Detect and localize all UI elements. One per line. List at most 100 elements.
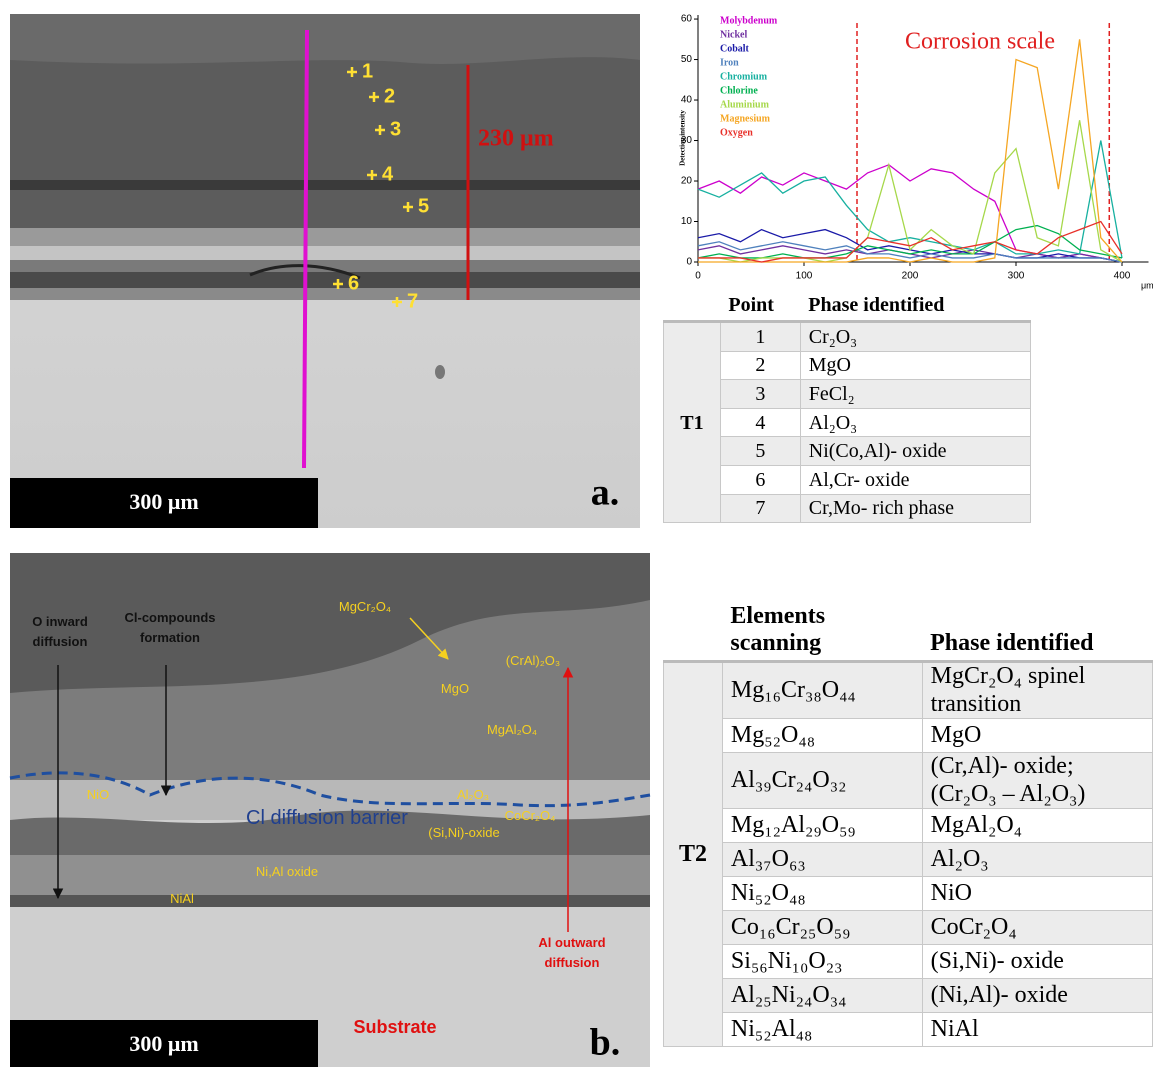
micrograph-label: O inward diffusion [10, 612, 110, 652]
table-cell: (Si,Ni)- oxide [922, 945, 1152, 979]
header-cell [664, 290, 721, 322]
series-line [698, 222, 1122, 262]
legend-entry: Magnesium [720, 113, 771, 124]
table-row: Al₂₅Ni₂₄O₃₄(Ni,Al)- oxide [664, 979, 1153, 1013]
table-cell: MgCr₂O₄ spinel transition [922, 662, 1152, 719]
legend-entry: Aluminium [720, 99, 770, 110]
y-tick-label: 10 [681, 216, 693, 227]
y-tick-label: 60 [681, 14, 693, 25]
table-cell: Ni₅₂O₄₈ [722, 877, 922, 911]
table-cell: Cr₂O₃ [800, 322, 1030, 352]
point-label: 7 [407, 290, 418, 312]
chart-annotation: Corrosion scale [905, 29, 1055, 55]
point-label: 5 [418, 195, 429, 217]
table-cell: MgAl₂O₄ [922, 809, 1152, 843]
micrograph-label: MgCr₂O₄ [320, 597, 410, 617]
x-tick-label: 200 [902, 271, 919, 282]
table-cell: Al₃₇O₆₃ [722, 843, 922, 877]
micrograph-label: Cl diffusion barrier [227, 803, 427, 834]
point-label: 1 [362, 60, 373, 82]
header-cell: Phase identified [800, 290, 1030, 322]
x-tick-label: 100 [796, 271, 813, 282]
series-line [698, 120, 1122, 262]
table-cell: Al₂O₃ [922, 843, 1152, 877]
x-tick-label: 300 [1008, 271, 1025, 282]
table-cell: 5 [720, 437, 800, 466]
group-cell: T2 [664, 662, 723, 1047]
micrograph-label: NiO [73, 785, 123, 805]
table-cell: Al₃₉Cr₂₄O₃₂ [722, 753, 922, 809]
header-cell: Phase identified [922, 590, 1152, 662]
table-cell: Si₅₆Ni₁₀O₂₃ [722, 945, 922, 979]
micrograph-label: MgAl₂O₄ [467, 720, 557, 740]
table-cell: (Cr,Al)- oxide; (Cr₂O₃ – Al₂O₃) [922, 753, 1152, 809]
table-row: Si₅₆Ni₁₀O₂₃(Si,Ni)- oxide [664, 945, 1153, 979]
table-cell: 3 [720, 380, 800, 409]
x-tick-label: 0 [695, 271, 701, 282]
table-cell: FeCl₂ [800, 380, 1030, 409]
table-cell: (Ni,Al)- oxide [922, 979, 1152, 1013]
point-label: 4 [382, 163, 394, 185]
table-cell: NiAl [922, 1013, 1152, 1047]
panel-label: a. [591, 472, 620, 514]
table-cell: CoCr₂O₄ [922, 911, 1152, 945]
table-cell: Al₂O₃ [800, 408, 1030, 437]
y-tick-label: 20 [681, 176, 693, 187]
header-cell: Elements scanning [722, 590, 922, 662]
table-cell: 1 [720, 322, 800, 352]
series-line [698, 141, 1122, 258]
scale-bar-label: 300 μm [129, 1031, 198, 1056]
table-row: Al₃₉Cr₂₄O₃₂(Cr,Al)- oxide; (Cr₂O₃ – Al₂O… [664, 753, 1153, 809]
table-cell: MgO [922, 719, 1152, 753]
table-cell: Cr,Mo- rich phase [800, 494, 1030, 523]
header-cell [664, 590, 723, 662]
table-cell: 6 [720, 465, 800, 494]
point-label: 3 [390, 118, 401, 140]
legend-entry: Cobalt [720, 43, 750, 54]
thickness-label: 230 μm [478, 126, 554, 152]
scale-bar-label: 300 μm [129, 489, 198, 514]
header-cell: Point [720, 290, 800, 322]
legend-entry: Iron [720, 57, 739, 68]
point-label: 2 [384, 85, 395, 107]
table-cell: Al,Cr- oxide [800, 465, 1030, 494]
x-tick-label: 400 [1114, 271, 1131, 282]
table-cell: Mg₅₂O₄₈ [722, 719, 922, 753]
micrograph-label: MgO [425, 679, 485, 699]
page: 01020304050600100200300400μmDetection in… [0, 0, 1153, 1067]
table-cell: Mg₁₂Al₂₉O₅₉ [722, 809, 922, 843]
legend-entry: Chlorine [720, 85, 758, 96]
table-cell: 7 [720, 494, 800, 523]
group-cell: T1 [664, 322, 721, 523]
micrograph-a [10, 14, 640, 528]
micrograph-label: Substrate [335, 1014, 455, 1042]
table-cell: MgO [800, 351, 1030, 380]
micrograph-label: Al outward diffusion [527, 933, 617, 973]
table-cell: NiO [922, 877, 1152, 911]
y-tick-label: 50 [681, 54, 693, 65]
micrograph-label: (CrAl)₂O₃ [483, 651, 583, 671]
legend-entry: Nickel [720, 29, 747, 40]
table-cell: Co₁₆Cr₂₅O₅₉ [722, 911, 922, 945]
x-axis-label: μm [1141, 280, 1153, 290]
panel-label: b. [590, 1022, 621, 1064]
y-tick-label: 40 [681, 95, 693, 106]
legend-entry: Oxygen [720, 127, 753, 138]
table-cell: 4 [720, 408, 800, 437]
legend-entry: Molybdenum [720, 15, 778, 26]
micrograph-label: Al₂O₃ [438, 785, 508, 805]
micrograph-label: Cl-compounds formation [105, 608, 235, 648]
table-cell: Ni(Co,Al)- oxide [800, 437, 1030, 466]
